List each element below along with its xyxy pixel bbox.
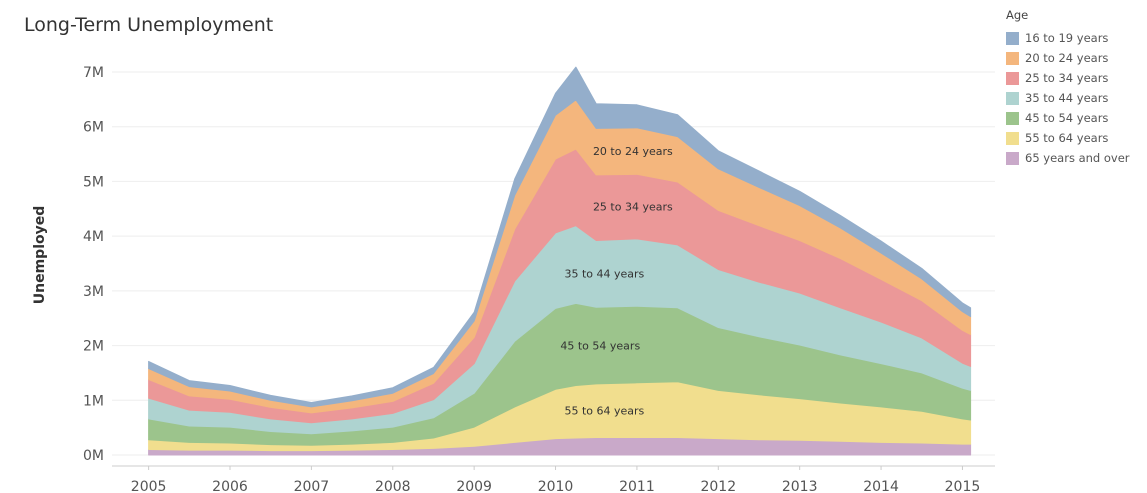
- y-tick-label: 4M: [83, 229, 104, 245]
- legend-title: Age: [1006, 8, 1029, 22]
- legend-item[interactable]: 25 to 34 years: [1006, 68, 1130, 88]
- y-axis-title: Unemployed: [32, 206, 48, 305]
- series-annotation: 45 to 54 years: [560, 339, 640, 352]
- x-tick-label: 2006: [212, 479, 248, 493]
- legend-swatch: [1006, 51, 1019, 65]
- legend: Age 16 to 19 years 20 to 24 years 25 to …: [1006, 8, 1130, 168]
- legend-swatch: [1006, 31, 1019, 45]
- y-tick-label: 2M: [83, 339, 104, 355]
- legend-item[interactable]: 16 to 19 years: [1006, 28, 1130, 48]
- legend-swatch: [1006, 91, 1019, 105]
- legend-swatch: [1006, 131, 1019, 145]
- legend-label: 55 to 64 years: [1025, 131, 1109, 145]
- y-tick-label: 3M: [83, 284, 104, 300]
- y-tick-label: 6M: [83, 120, 104, 136]
- x-tick-label: 2008: [375, 479, 411, 493]
- x-tick-label: 2009: [456, 479, 492, 493]
- legend-label: 35 to 44 years: [1025, 91, 1109, 105]
- area-16-to-19-years[interactable]: [148, 66, 972, 408]
- legend-item[interactable]: 20 to 24 years: [1006, 48, 1130, 68]
- legend-label: 65 years and over: [1025, 151, 1130, 165]
- series-labels: 20 to 24 years 25 to 34 years 35 to 44 yea…: [560, 145, 673, 417]
- x-tick-label: 2005: [131, 479, 167, 493]
- y-tick-label: 5M: [83, 174, 104, 190]
- x-tick-label: 2011: [619, 479, 655, 493]
- x-tick-label: 2015: [945, 479, 981, 493]
- x-tick-label: 2007: [294, 479, 330, 493]
- area-series: [148, 66, 972, 456]
- x-tick-label: 2014: [863, 479, 899, 493]
- legend-swatch: [1006, 111, 1019, 125]
- x-tick-label: 2012: [700, 479, 736, 493]
- chart-title: Long-Term Unemployment: [24, 14, 274, 36]
- legend-swatch: [1006, 151, 1019, 165]
- legend-item[interactable]: 65 years and over: [1006, 148, 1130, 168]
- legend-item[interactable]: 35 to 44 years: [1006, 88, 1130, 108]
- legend-label: 45 to 54 years: [1025, 111, 1109, 125]
- legend-label: 25 to 34 years: [1025, 71, 1109, 85]
- y-tick-label: 0M: [83, 448, 104, 464]
- chart-area: 20 to 24 years 25 to 34 years 35 to 44 yea…: [32, 65, 995, 493]
- y-tick-label: 7M: [83, 65, 104, 81]
- legend-item[interactable]: 55 to 64 years: [1006, 128, 1130, 148]
- series-annotation: 20 to 24 years: [593, 145, 673, 158]
- series-annotation: 55 to 64 years: [564, 405, 644, 418]
- legend-swatch: [1006, 71, 1019, 85]
- y-tick-label: 1M: [83, 393, 104, 409]
- x-tick-label: 2010: [538, 479, 574, 493]
- series-annotation: 35 to 44 years: [564, 268, 644, 281]
- axes: 0M 1M 2M 3M 4M 5M 6M 7M 2005 2006 2007 2008 2009 2010…: [83, 65, 995, 493]
- legend-item[interactable]: 45 to 54 years: [1006, 108, 1130, 128]
- legend-label: 16 to 19 years: [1025, 31, 1109, 45]
- series-annotation: 25 to 34 years: [593, 201, 673, 214]
- x-tick-label: 2013: [782, 479, 818, 493]
- legend-label: 20 to 24 years: [1025, 51, 1109, 65]
